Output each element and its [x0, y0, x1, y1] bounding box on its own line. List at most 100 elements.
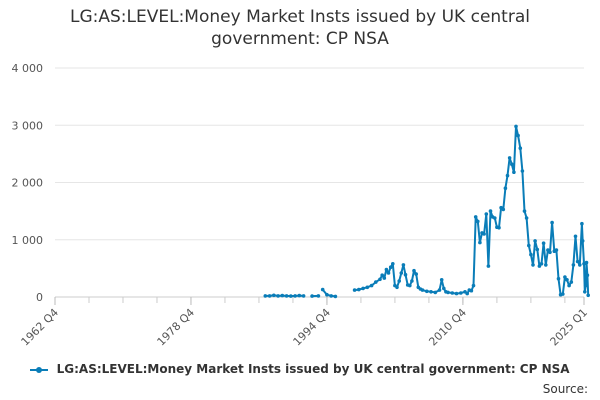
data-point [384, 267, 389, 272]
y-tick-label: 4 000 [12, 62, 44, 75]
data-point [412, 268, 416, 273]
data-point [486, 264, 491, 268]
y-tick-label: 2 000 [12, 177, 44, 190]
data-point [374, 280, 378, 284]
data-point [580, 239, 585, 243]
data-point [580, 221, 584, 226]
data-point [578, 263, 582, 267]
data-point [510, 162, 514, 166]
data-point [507, 156, 512, 160]
series-line [265, 294, 304, 298]
data-point [520, 169, 525, 173]
data-point [403, 272, 408, 277]
data-point [544, 263, 548, 267]
data-point [433, 290, 438, 295]
data-point [575, 259, 580, 264]
data-point [512, 170, 516, 174]
data-point [539, 262, 544, 266]
data-point [471, 283, 476, 288]
data-point [561, 292, 565, 296]
data-point [352, 288, 357, 292]
data-point [573, 234, 578, 239]
data-point [488, 209, 493, 213]
chart-series [263, 124, 590, 299]
data-point [380, 273, 385, 278]
data-point [357, 287, 361, 292]
data-point [361, 286, 365, 291]
data-point [408, 283, 412, 288]
data-point [501, 207, 506, 212]
data-point [297, 293, 302, 298]
data-point [569, 280, 574, 284]
data-point [493, 216, 497, 220]
data-point [529, 252, 533, 257]
legend-label: LG:AS:LEVEL:Money Market Insts issued by… [56, 362, 570, 376]
data-point [414, 272, 419, 276]
data-point [503, 186, 508, 190]
data-point [583, 290, 587, 294]
data-point [386, 271, 391, 275]
data-point [518, 146, 523, 150]
data-point [378, 277, 382, 282]
data-point [541, 241, 546, 245]
data-point [320, 287, 325, 292]
series-line [354, 125, 590, 296]
data-point [437, 288, 442, 292]
data-point [442, 286, 446, 291]
data-point [476, 219, 480, 224]
x-tick-label: 2010 Q4 [426, 306, 469, 349]
data-point [365, 285, 370, 290]
data-point [533, 239, 537, 243]
data-point [329, 294, 334, 298]
data-point [369, 283, 374, 288]
x-tick-label: 2025 Q1 [548, 306, 591, 349]
data-point [382, 276, 387, 280]
chart-title-line-2: government: CP NSA [211, 29, 389, 49]
data-point [325, 292, 329, 297]
x-tick-label: 1978 Q4 [155, 306, 198, 349]
chart-title: LG:AS:LEVEL:Money Market Insts issued by… [0, 6, 600, 50]
data-point [410, 279, 414, 283]
data-point [524, 216, 529, 220]
y-tick-label: 0 [36, 291, 43, 304]
data-point [567, 283, 571, 288]
data-point [310, 294, 314, 298]
data-point [388, 265, 393, 270]
data-point [527, 243, 531, 248]
data-point [459, 291, 463, 295]
data-point [563, 275, 567, 279]
x-axis: 1962 Q4 1978 Q4 1994 Q4 2010 Q4 2025 Q1 [19, 297, 591, 349]
chart-gridlines [55, 67, 584, 298]
data-point [425, 289, 429, 294]
data-point [450, 291, 455, 295]
data-point [583, 283, 588, 288]
data-point [465, 291, 470, 296]
data-point [516, 133, 520, 138]
data-point [272, 293, 276, 298]
data-point [550, 220, 554, 225]
data-point [482, 232, 486, 236]
data-point [554, 248, 559, 252]
data-point [289, 294, 293, 298]
data-point [585, 273, 590, 278]
data-point [565, 278, 569, 282]
x-tick-label: 1962 Q4 [19, 306, 62, 349]
y-tick-label: 1 000 [12, 234, 44, 247]
data-point [531, 263, 535, 267]
y-tick-label: 3 000 [12, 119, 44, 132]
source-label: Source: [542, 382, 588, 396]
data-point [316, 294, 321, 298]
x-tick-label: 1994 Q4 [291, 306, 334, 349]
data-point [429, 290, 433, 294]
data-point [535, 247, 540, 252]
data-point [263, 294, 268, 298]
data-point [586, 293, 590, 298]
data-point [401, 263, 406, 267]
data-point [293, 294, 297, 298]
data-point [420, 288, 425, 292]
data-point [397, 279, 402, 283]
data-point [473, 215, 478, 219]
chart-legend[interactable]: LG:AS:LEVEL:Money Market Insts issued by… [0, 362, 600, 376]
data-point [391, 262, 395, 266]
data-point [478, 240, 482, 245]
